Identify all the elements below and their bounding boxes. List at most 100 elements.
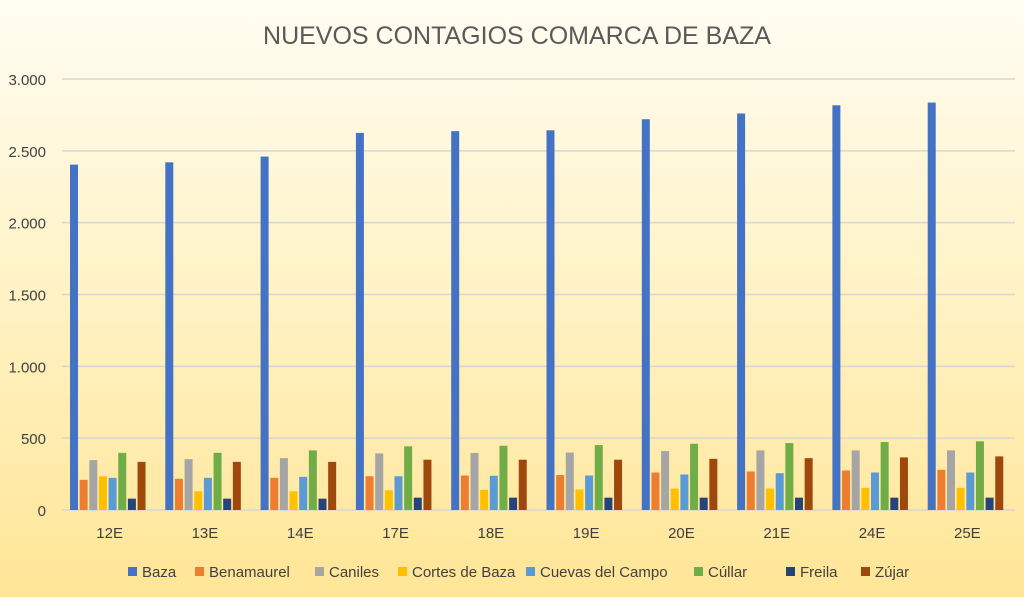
bar-freila-17E xyxy=(413,497,422,510)
bar-freila-19E xyxy=(604,497,613,510)
bar-cuevas-del-campo-12E xyxy=(108,477,117,510)
bar-baza-13E xyxy=(165,162,174,510)
bar-caniles-25E xyxy=(947,450,955,510)
bar-benamaurel-12E xyxy=(79,479,88,510)
bar-cuevas-del-campo-20E xyxy=(680,474,689,510)
bar-cuevas-del-campo-14E xyxy=(299,476,308,510)
bar-cúllar-14E xyxy=(308,450,317,510)
x-tick-label: 17E xyxy=(382,525,409,542)
y-tick-label: 2.000 xyxy=(8,216,46,233)
bar-caniles-19E xyxy=(565,452,574,510)
x-tick-label: 12E xyxy=(96,525,123,542)
bar-benamaurel-25E xyxy=(937,469,946,510)
bar-cortes-de-baza-13E xyxy=(194,491,203,510)
bar-freila-24E xyxy=(890,497,899,510)
bar-baza-17E xyxy=(355,132,364,510)
bar-zújar-24E xyxy=(899,457,908,510)
bar-benamaurel-13E xyxy=(174,478,183,510)
bar-cúllar-19E xyxy=(594,445,603,510)
y-tick-label: 1.000 xyxy=(8,359,46,376)
x-axis-ticks: 12E 13E 14E 17E 18E 19E 20E 21E 24E 25E xyxy=(96,525,980,542)
legend-item: Baza xyxy=(128,564,177,581)
legend-item: Cortes de Baza xyxy=(398,564,516,581)
y-tick-label: 500 xyxy=(21,431,46,448)
bar-cortes-de-baza-14E xyxy=(289,491,298,510)
bar-cúllar-13E xyxy=(213,452,222,510)
bar-caniles-21E xyxy=(756,450,765,510)
legend-label: Baza xyxy=(142,564,177,581)
bar-cuevas-del-campo-19E xyxy=(585,475,594,510)
bar-zújar-19E xyxy=(614,459,623,510)
bar-caniles-18E xyxy=(470,452,479,510)
legend-swatch xyxy=(195,567,204,576)
bar-freila-18E xyxy=(509,497,518,510)
legend-label: Cuevas del Campo xyxy=(540,564,668,581)
bar-caniles-13E xyxy=(184,459,193,510)
bar-cuevas-del-campo-24E xyxy=(871,472,879,510)
bar-caniles-17E xyxy=(375,453,384,510)
bar-freila-13E xyxy=(223,498,232,510)
bar-benamaurel-19E xyxy=(556,475,565,510)
bar-cortes-de-baza-18E xyxy=(480,489,489,510)
bar-cortes-de-baza-25E xyxy=(956,487,965,510)
y-axis-ticks: 0 500 1.000 1.500 2.000 2.500 3.000 xyxy=(8,72,46,520)
bar-freila-12E xyxy=(127,498,136,510)
bar-cortes-de-baza-12E xyxy=(98,476,107,510)
bar-benamaurel-20E xyxy=(651,472,660,510)
legend: Baza Benamaurel Caniles Cortes de Baza Cueva… xyxy=(128,564,909,581)
bar-cúllar-18E xyxy=(499,445,508,510)
bar-baza-24E xyxy=(832,105,841,510)
bar-caniles-20E xyxy=(661,451,670,510)
x-tick-label: 14E xyxy=(287,525,314,542)
bar-cortes-de-baza-17E xyxy=(384,490,393,510)
legend-label: Cúllar xyxy=(708,564,747,581)
x-tick-label: 18E xyxy=(477,525,504,542)
x-tick-label: 21E xyxy=(763,525,790,542)
bar-baza-25E xyxy=(927,102,936,510)
y-tick-label: 2.500 xyxy=(8,144,46,161)
bar-freila-14E xyxy=(318,498,327,510)
legend-item: Zújar xyxy=(861,564,909,581)
bar-zújar-21E xyxy=(804,458,813,510)
x-tick-label: 19E xyxy=(573,525,600,542)
bar-baza-14E xyxy=(260,156,269,510)
bar-caniles-24E xyxy=(851,450,860,510)
bar-cuevas-del-campo-18E xyxy=(489,475,498,510)
bar-zújar-17E xyxy=(423,459,432,510)
bar-cortes-de-baza-21E xyxy=(766,488,775,510)
bar-zújar-14E xyxy=(328,461,337,510)
legend-item: Cuevas del Campo xyxy=(526,564,668,581)
bar-baza-18E xyxy=(451,131,460,510)
bar-cúllar-20E xyxy=(690,443,699,510)
legend-swatch xyxy=(786,567,795,576)
bar-cortes-de-baza-24E xyxy=(861,487,870,510)
bar-cortes-de-baza-20E xyxy=(670,488,679,510)
bar-zújar-13E xyxy=(232,461,241,510)
gridlines xyxy=(62,78,1015,511)
bar-cúllar-17E xyxy=(404,446,413,510)
bar-cortes-de-baza-19E xyxy=(575,489,584,510)
legend-swatch xyxy=(398,567,407,576)
x-tick-label: 13E xyxy=(192,525,219,542)
chart-title: NUEVOS CONTAGIOS COMARCA DE BAZA xyxy=(263,22,771,50)
bar-benamaurel-17E xyxy=(365,476,374,510)
y-tick-label: 1.500 xyxy=(8,288,46,305)
y-tick-label: 3.000 xyxy=(8,72,46,89)
bar-cúllar-24E xyxy=(880,442,889,510)
bar-caniles-12E xyxy=(89,460,98,510)
legend-swatch xyxy=(128,567,137,576)
bar-zújar-25E xyxy=(995,456,1004,510)
legend-label: Benamaurel xyxy=(209,564,290,581)
legend-item: Benamaurel xyxy=(195,564,290,581)
bar-cuevas-del-campo-17E xyxy=(394,476,403,510)
x-tick-label: 25E xyxy=(954,525,981,542)
bar-cuevas-del-campo-13E xyxy=(203,477,212,510)
legend-label: Freila xyxy=(800,564,838,581)
bar-baza-12E xyxy=(70,164,78,510)
bar-cúllar-12E xyxy=(118,452,127,510)
bar-cuevas-del-campo-21E xyxy=(775,473,784,510)
bar-cúllar-21E xyxy=(785,443,794,510)
x-tick-label: 24E xyxy=(859,525,886,542)
bar-baza-19E xyxy=(546,130,555,510)
